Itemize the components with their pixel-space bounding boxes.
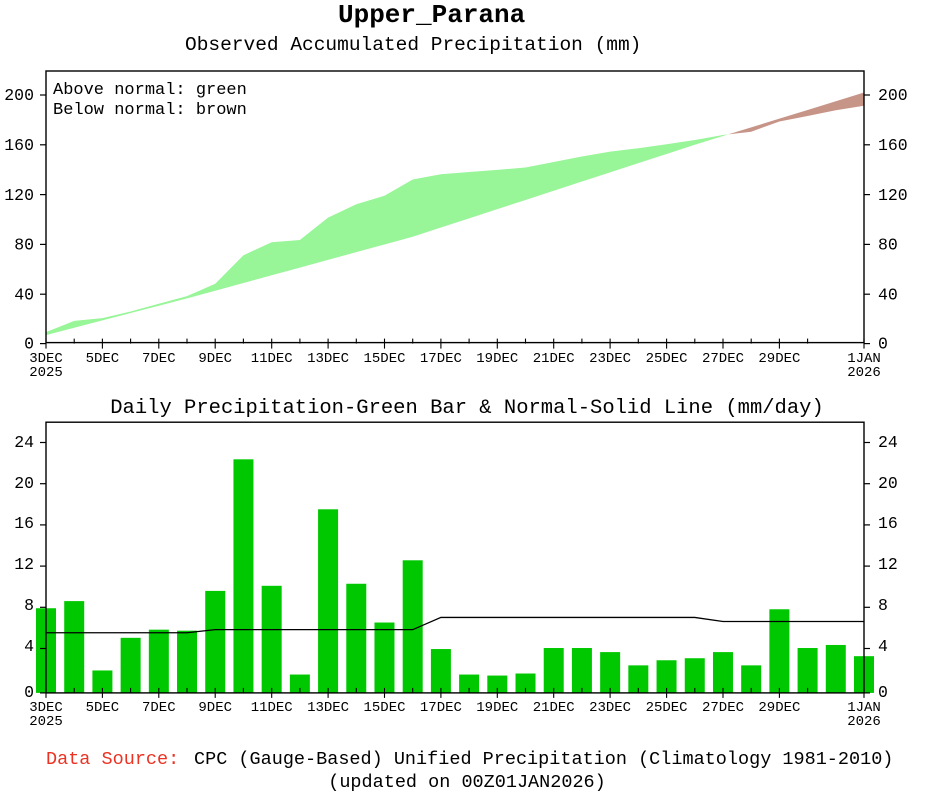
svg-text:23DEC: 23DEC bbox=[589, 351, 631, 367]
svg-text:11DEC: 11DEC bbox=[251, 700, 293, 716]
svg-text:21DEC: 21DEC bbox=[533, 700, 575, 716]
svg-text:11DEC: 11DEC bbox=[251, 351, 293, 367]
svg-text:25DEC: 25DEC bbox=[646, 700, 688, 716]
svg-text:25DEC: 25DEC bbox=[646, 351, 688, 367]
svg-text:19DEC: 19DEC bbox=[476, 700, 518, 716]
svg-text:27DEC: 27DEC bbox=[702, 700, 744, 716]
svg-text:5DEC: 5DEC bbox=[86, 700, 120, 716]
svg-text:15DEC: 15DEC bbox=[363, 351, 405, 367]
svg-text:40: 40 bbox=[14, 285, 34, 304]
svg-text:13DEC: 13DEC bbox=[307, 351, 349, 367]
svg-text:Below normal: brown: Below normal: brown bbox=[53, 101, 247, 120]
svg-text:(updated on 00Z01JAN2026): (updated on 00Z01JAN2026) bbox=[328, 772, 606, 793]
svg-text:2026: 2026 bbox=[847, 365, 881, 381]
svg-text:17DEC: 17DEC bbox=[420, 351, 462, 367]
svg-text:160: 160 bbox=[4, 136, 34, 155]
svg-text:Above normal: green: Above normal: green bbox=[53, 81, 247, 100]
svg-text:7DEC: 7DEC bbox=[142, 700, 176, 716]
svg-text:Daily Precipitation-Green Ba: Daily Precipitation-Green Bar & Normal-S… bbox=[110, 397, 824, 420]
svg-text:16: 16 bbox=[878, 514, 898, 533]
svg-text:19DEC: 19DEC bbox=[476, 351, 518, 367]
svg-text:27DEC: 27DEC bbox=[702, 351, 744, 367]
svg-text:21DEC: 21DEC bbox=[533, 351, 575, 367]
svg-text:2026: 2026 bbox=[847, 714, 881, 730]
svg-text:Data Source:: Data Source: bbox=[46, 749, 179, 770]
svg-text:2025: 2025 bbox=[29, 365, 63, 381]
svg-text:9DEC: 9DEC bbox=[198, 700, 232, 716]
svg-text:12: 12 bbox=[14, 555, 34, 574]
svg-text:160: 160 bbox=[878, 136, 908, 155]
svg-text:7DEC: 7DEC bbox=[142, 351, 176, 367]
svg-text:9DEC: 9DEC bbox=[198, 351, 232, 367]
svg-text:13DEC: 13DEC bbox=[307, 700, 349, 716]
svg-text:120: 120 bbox=[878, 186, 908, 205]
svg-text:120: 120 bbox=[4, 186, 34, 205]
svg-text:29DEC: 29DEC bbox=[758, 351, 800, 367]
svg-text:20: 20 bbox=[878, 474, 898, 493]
svg-text:24: 24 bbox=[878, 433, 898, 452]
svg-text:CPC (Gauge-Based) Unified P: CPC (Gauge-Based) Unified Precipitation … bbox=[194, 749, 893, 770]
svg-text:20: 20 bbox=[14, 474, 34, 493]
svg-text:24: 24 bbox=[14, 433, 34, 452]
svg-text:8: 8 bbox=[878, 596, 888, 615]
svg-text:17DEC: 17DEC bbox=[420, 700, 462, 716]
svg-text:40: 40 bbox=[878, 285, 898, 304]
svg-text:4: 4 bbox=[878, 637, 888, 656]
svg-text:16: 16 bbox=[14, 514, 34, 533]
svg-text:2025: 2025 bbox=[29, 714, 63, 730]
svg-text:29DEC: 29DEC bbox=[758, 700, 800, 716]
svg-text:4: 4 bbox=[24, 637, 34, 656]
svg-text:80: 80 bbox=[14, 236, 34, 255]
svg-text:8: 8 bbox=[24, 596, 34, 615]
svg-text:23DEC: 23DEC bbox=[589, 700, 631, 716]
svg-text:12: 12 bbox=[878, 555, 898, 574]
svg-text:80: 80 bbox=[878, 236, 898, 255]
svg-text:200: 200 bbox=[878, 86, 908, 105]
svg-text:200: 200 bbox=[4, 86, 34, 105]
svg-text:5DEC: 5DEC bbox=[86, 351, 120, 367]
svg-text:15DEC: 15DEC bbox=[363, 700, 405, 716]
